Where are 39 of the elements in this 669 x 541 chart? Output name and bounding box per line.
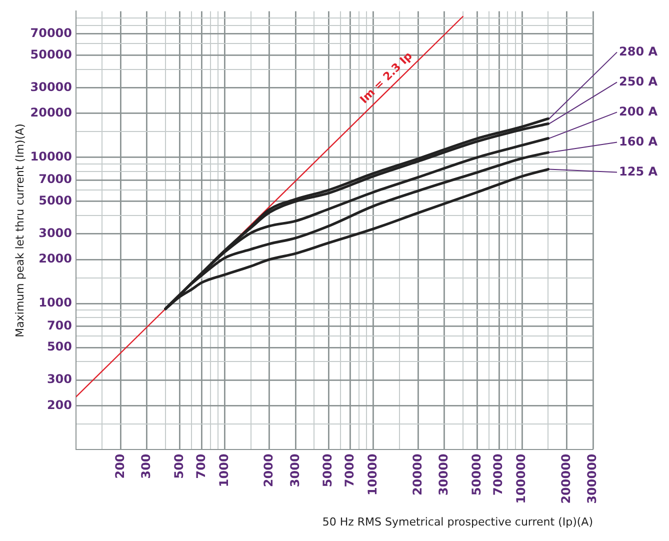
y-tick-label: 1000 [38,296,72,310]
x-tick-label: 300000 [585,454,600,504]
x-tick-label: 500 [172,454,186,479]
x-tick-label: 1000 [216,454,231,488]
x-tick-label: 50000 [469,454,484,496]
y-tick-label: 200 [46,398,72,412]
y-tick-label: 2000 [38,252,72,266]
text: 160 A [619,134,658,148]
x-tick-label: 2000 [262,454,276,488]
text: 250 A [619,74,658,88]
y-tick-label: 10000 [30,149,72,164]
y-tick-label: 3000 [38,226,72,240]
y-tick-label: 7000 [38,172,72,186]
text: 280 A [619,44,658,58]
y-tick-label: 50000 [30,47,72,62]
y-tick-label: 70000 [30,26,72,40]
y-tick-label: 500 [46,340,72,354]
x-tick-label: 300 [139,454,154,479]
y-tick-label: 20000 [30,105,72,120]
x-tick-label: 100000 [514,454,528,504]
x-tick-label: 70000 [491,454,506,496]
x-axis-title: 50 Hz RMS Symetrical prospective current (Ip)(A) [322,515,593,528]
y-tick-label: 300 [46,372,72,386]
x-tick-label: 10000 [365,454,380,496]
x-tick-label: 5000 [320,454,335,488]
x-tick-label: 3000 [288,454,302,488]
x-tick-label: 7000 [342,454,356,488]
text: 125 A [619,164,658,178]
y-tick-label: 30000 [30,80,72,94]
text: Im = 2.3 Ip [357,49,415,106]
y-axis-title: Maximum peak let thru current (Im)(A) [13,124,26,338]
x-tick-label: 20000 [410,454,424,496]
x-tick-label: 200000 [558,454,573,504]
x-tick-label: 200 [112,454,127,479]
text: 200 A [619,104,658,118]
y-tick-label: 700 [46,318,72,332]
x-tick-label: 700 [194,454,208,479]
y-tick-label: 5000 [38,193,72,208]
x-tick-label: 30000 [436,454,450,496]
